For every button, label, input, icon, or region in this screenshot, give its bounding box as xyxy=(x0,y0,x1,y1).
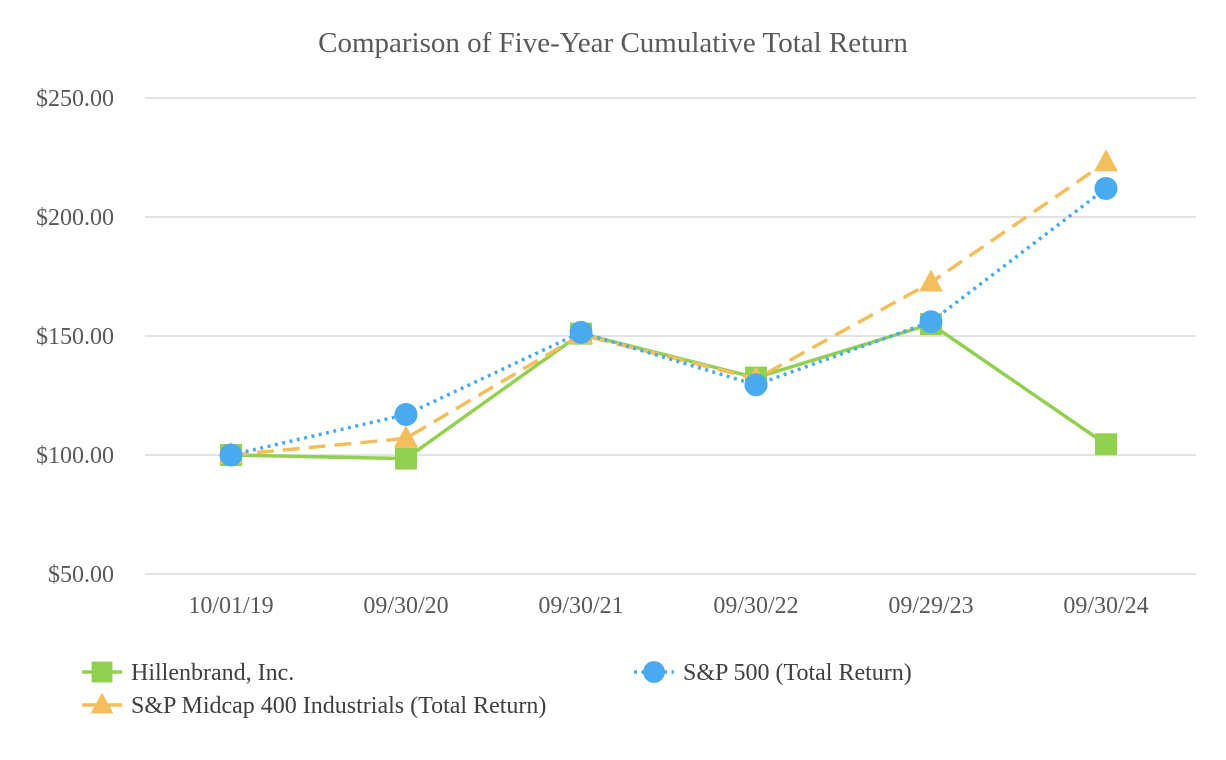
data-point-triangle xyxy=(394,425,418,448)
legend-triangle-icon xyxy=(90,692,114,714)
legend: Hillenbrand, Inc. S&P 500 (Total Return) S… xyxy=(82,660,912,719)
data-point-circle xyxy=(219,443,243,467)
data-point-square xyxy=(1095,433,1117,456)
y-tick-label: $200.00 xyxy=(36,205,114,231)
y-tick-label: $250.00 xyxy=(36,86,114,112)
legend-square-icon xyxy=(91,661,113,683)
data-point-circle xyxy=(1094,176,1118,200)
data-point-square xyxy=(395,447,417,470)
series-circle xyxy=(219,176,1118,467)
x-tick-label: 09/30/20 xyxy=(363,593,448,619)
circle-series-line xyxy=(230,187,1108,457)
legend-circle-icon xyxy=(643,661,665,683)
x-tick-label: 10/01/19 xyxy=(188,593,273,619)
triangle-series-line xyxy=(230,160,1107,457)
data-point-circle xyxy=(569,320,593,344)
gridlines xyxy=(145,97,1196,575)
legend-label: Hillenbrand, Inc. xyxy=(131,660,294,686)
series-lines xyxy=(219,149,1118,470)
y-tick-label: $100.00 xyxy=(36,443,114,469)
legend-item: S&P Midcap 400 Industrials (Total Return… xyxy=(82,692,546,719)
y-axis-ticks: $50.00 $100.00 $150.00 $200.00 $250.00 xyxy=(36,86,114,588)
data-point-circle xyxy=(919,310,943,334)
square-series-line xyxy=(230,322,1107,461)
x-tick-label: 09/30/21 xyxy=(538,593,623,619)
x-axis-ticks: 10/01/19 09/30/20 09/30/21 09/30/22 09/29/23… xyxy=(188,593,1148,619)
y-tick-label: $50.00 xyxy=(48,562,114,588)
data-point-circle xyxy=(394,403,418,427)
data-point-triangle xyxy=(919,269,943,292)
data-point-triangle xyxy=(1094,149,1118,172)
x-tick-label: 09/29/23 xyxy=(888,593,973,619)
y-tick-label: $150.00 xyxy=(36,324,114,350)
legend-item: S&P 500 (Total Return) xyxy=(634,660,912,686)
legend-label: S&P 500 (Total Return) xyxy=(683,660,912,686)
data-point-circle xyxy=(744,373,768,397)
series-triangle xyxy=(219,149,1118,464)
legend-item: Hillenbrand, Inc. xyxy=(82,660,294,686)
x-tick-label: 09/30/22 xyxy=(713,593,798,619)
legend-label: S&P Midcap 400 Industrials (Total Return… xyxy=(131,693,546,719)
chart-title: Comparison of Five-Year Cumulative Total… xyxy=(318,27,908,59)
x-tick-label: 09/30/24 xyxy=(1063,593,1148,619)
